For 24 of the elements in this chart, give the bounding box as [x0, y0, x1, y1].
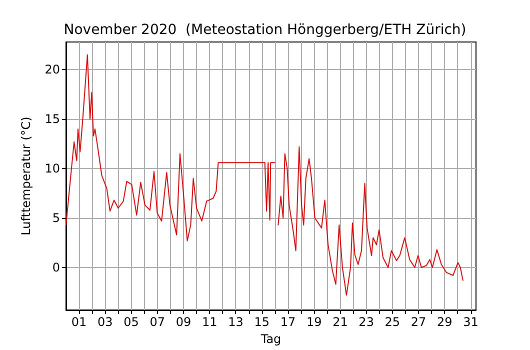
- y-tick-label: 15: [44, 112, 60, 126]
- x-tick-label: 07: [150, 315, 166, 329]
- x-axis-title: Tag: [260, 332, 282, 346]
- y-tick-label: 5: [52, 211, 60, 226]
- x-tick-label: 23: [358, 315, 374, 329]
- x-tick-label: 03: [98, 315, 113, 329]
- x-tick-label: 19: [306, 315, 322, 329]
- x-tick-label: 09: [176, 315, 192, 329]
- x-tick-label: 17: [280, 315, 296, 329]
- chart-title: November 2020 (Meteostation Hönggerberg/ETH Zürich): [64, 22, 466, 38]
- x-tick-label: 21: [332, 315, 348, 329]
- x-tick-label: 31: [463, 315, 478, 329]
- x-tick-label: 25: [384, 315, 400, 329]
- y-tick-label: 20: [44, 62, 60, 77]
- x-tick-label: 05: [124, 315, 139, 329]
- x-tick-label: 01: [71, 315, 87, 329]
- x-tick-label: 13: [228, 315, 244, 329]
- y-axis-title: Lufttemperatur (°C): [19, 116, 33, 236]
- y-tick-label: 10: [44, 162, 60, 176]
- y-tick-label: 0: [52, 260, 60, 274]
- x-tick-label: 29: [437, 315, 452, 329]
- x-tick-label: 27: [410, 315, 426, 329]
- x-tick-label: 11: [202, 315, 218, 329]
- x-tick-label: 15: [254, 315, 270, 329]
